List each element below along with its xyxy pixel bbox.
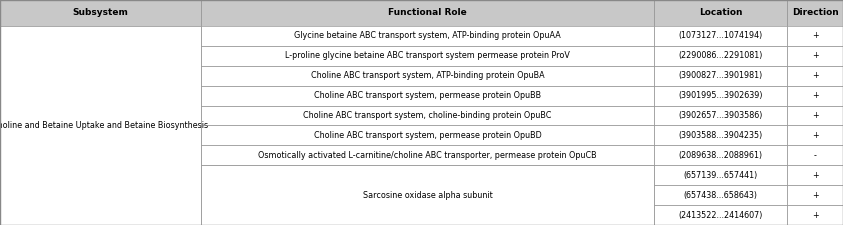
Text: Choline ABC transport system, permease protein OpuBB: Choline ABC transport system, permease p… xyxy=(314,91,541,100)
Bar xyxy=(201,0,654,26)
Bar xyxy=(654,0,787,26)
Text: (3900827...3901981): (3900827...3901981) xyxy=(679,71,763,80)
Text: Glycine betaine ABC transport system, ATP-binding protein OpuAA: Glycine betaine ABC transport system, AT… xyxy=(294,31,561,40)
Bar xyxy=(654,86,787,106)
Text: +: + xyxy=(812,31,819,40)
Text: Subsystem: Subsystem xyxy=(72,8,128,18)
Bar xyxy=(654,46,787,66)
Text: +: + xyxy=(812,131,819,140)
Text: +: + xyxy=(812,171,819,180)
Text: +: + xyxy=(812,191,819,200)
Bar xyxy=(201,106,654,126)
Bar xyxy=(201,145,654,165)
Bar xyxy=(201,125,654,145)
Text: (657139...657441): (657139...657441) xyxy=(684,171,758,180)
Text: Sarcosine oxidase alpha subunit: Sarcosine oxidase alpha subunit xyxy=(362,191,492,200)
Bar xyxy=(787,86,843,106)
Bar xyxy=(787,0,843,26)
Bar xyxy=(654,205,787,225)
Bar xyxy=(201,86,654,106)
Text: (3902657...3903586): (3902657...3903586) xyxy=(679,111,763,120)
Bar xyxy=(787,185,843,205)
Bar xyxy=(654,26,787,46)
Bar xyxy=(787,145,843,165)
Text: Choline ABC transport system, ATP-binding protein OpuBA: Choline ABC transport system, ATP-bindin… xyxy=(310,71,545,80)
Bar xyxy=(654,185,787,205)
Text: Osmotically activated L-carnitine/choline ABC transporter, permease protein OpuC: Osmotically activated L-carnitine/cholin… xyxy=(258,151,597,160)
Bar xyxy=(787,165,843,185)
Text: +: + xyxy=(812,51,819,60)
Bar xyxy=(787,205,843,225)
Text: (3901995...3902639): (3901995...3902639) xyxy=(679,91,763,100)
Bar xyxy=(787,125,843,145)
Text: -: - xyxy=(813,151,817,160)
Bar xyxy=(654,125,787,145)
Text: L-proline glycine betaine ABC transport system permease protein ProV: L-proline glycine betaine ABC transport … xyxy=(285,51,570,60)
Text: (3903588...3904235): (3903588...3904235) xyxy=(679,131,763,140)
Text: Choline ABC transport system, choline-binding protein OpuBC: Choline ABC transport system, choline-bi… xyxy=(303,111,551,120)
Text: (2413522...2414607): (2413522...2414607) xyxy=(679,211,763,220)
Bar xyxy=(787,106,843,126)
Bar xyxy=(201,26,654,46)
Text: (1073127...1074194): (1073127...1074194) xyxy=(679,31,763,40)
Bar xyxy=(654,106,787,126)
Text: Location: Location xyxy=(699,8,743,18)
Text: (657438...658643): (657438...658643) xyxy=(684,191,758,200)
Text: +: + xyxy=(812,91,819,100)
Text: Choline and Betaine Uptake and Betaine Biosynthesis: Choline and Betaine Uptake and Betaine B… xyxy=(0,121,208,130)
Bar xyxy=(201,46,654,66)
Text: (2089638...2088961): (2089638...2088961) xyxy=(679,151,763,160)
Bar xyxy=(654,165,787,185)
Text: Choline ABC transport system, permease protein OpuBD: Choline ABC transport system, permease p… xyxy=(314,131,541,140)
Bar xyxy=(787,46,843,66)
Bar xyxy=(654,66,787,86)
Bar xyxy=(0,0,201,26)
Text: +: + xyxy=(812,111,819,120)
Text: (2290086...2291081): (2290086...2291081) xyxy=(679,51,763,60)
Bar xyxy=(201,165,654,225)
Bar xyxy=(201,66,654,86)
Text: +: + xyxy=(812,211,819,220)
Bar xyxy=(787,26,843,46)
Text: Direction: Direction xyxy=(792,8,839,18)
Bar xyxy=(654,145,787,165)
Bar xyxy=(787,66,843,86)
Text: Functional Role: Functional Role xyxy=(388,8,467,18)
Bar xyxy=(0,26,201,225)
Text: +: + xyxy=(812,71,819,80)
